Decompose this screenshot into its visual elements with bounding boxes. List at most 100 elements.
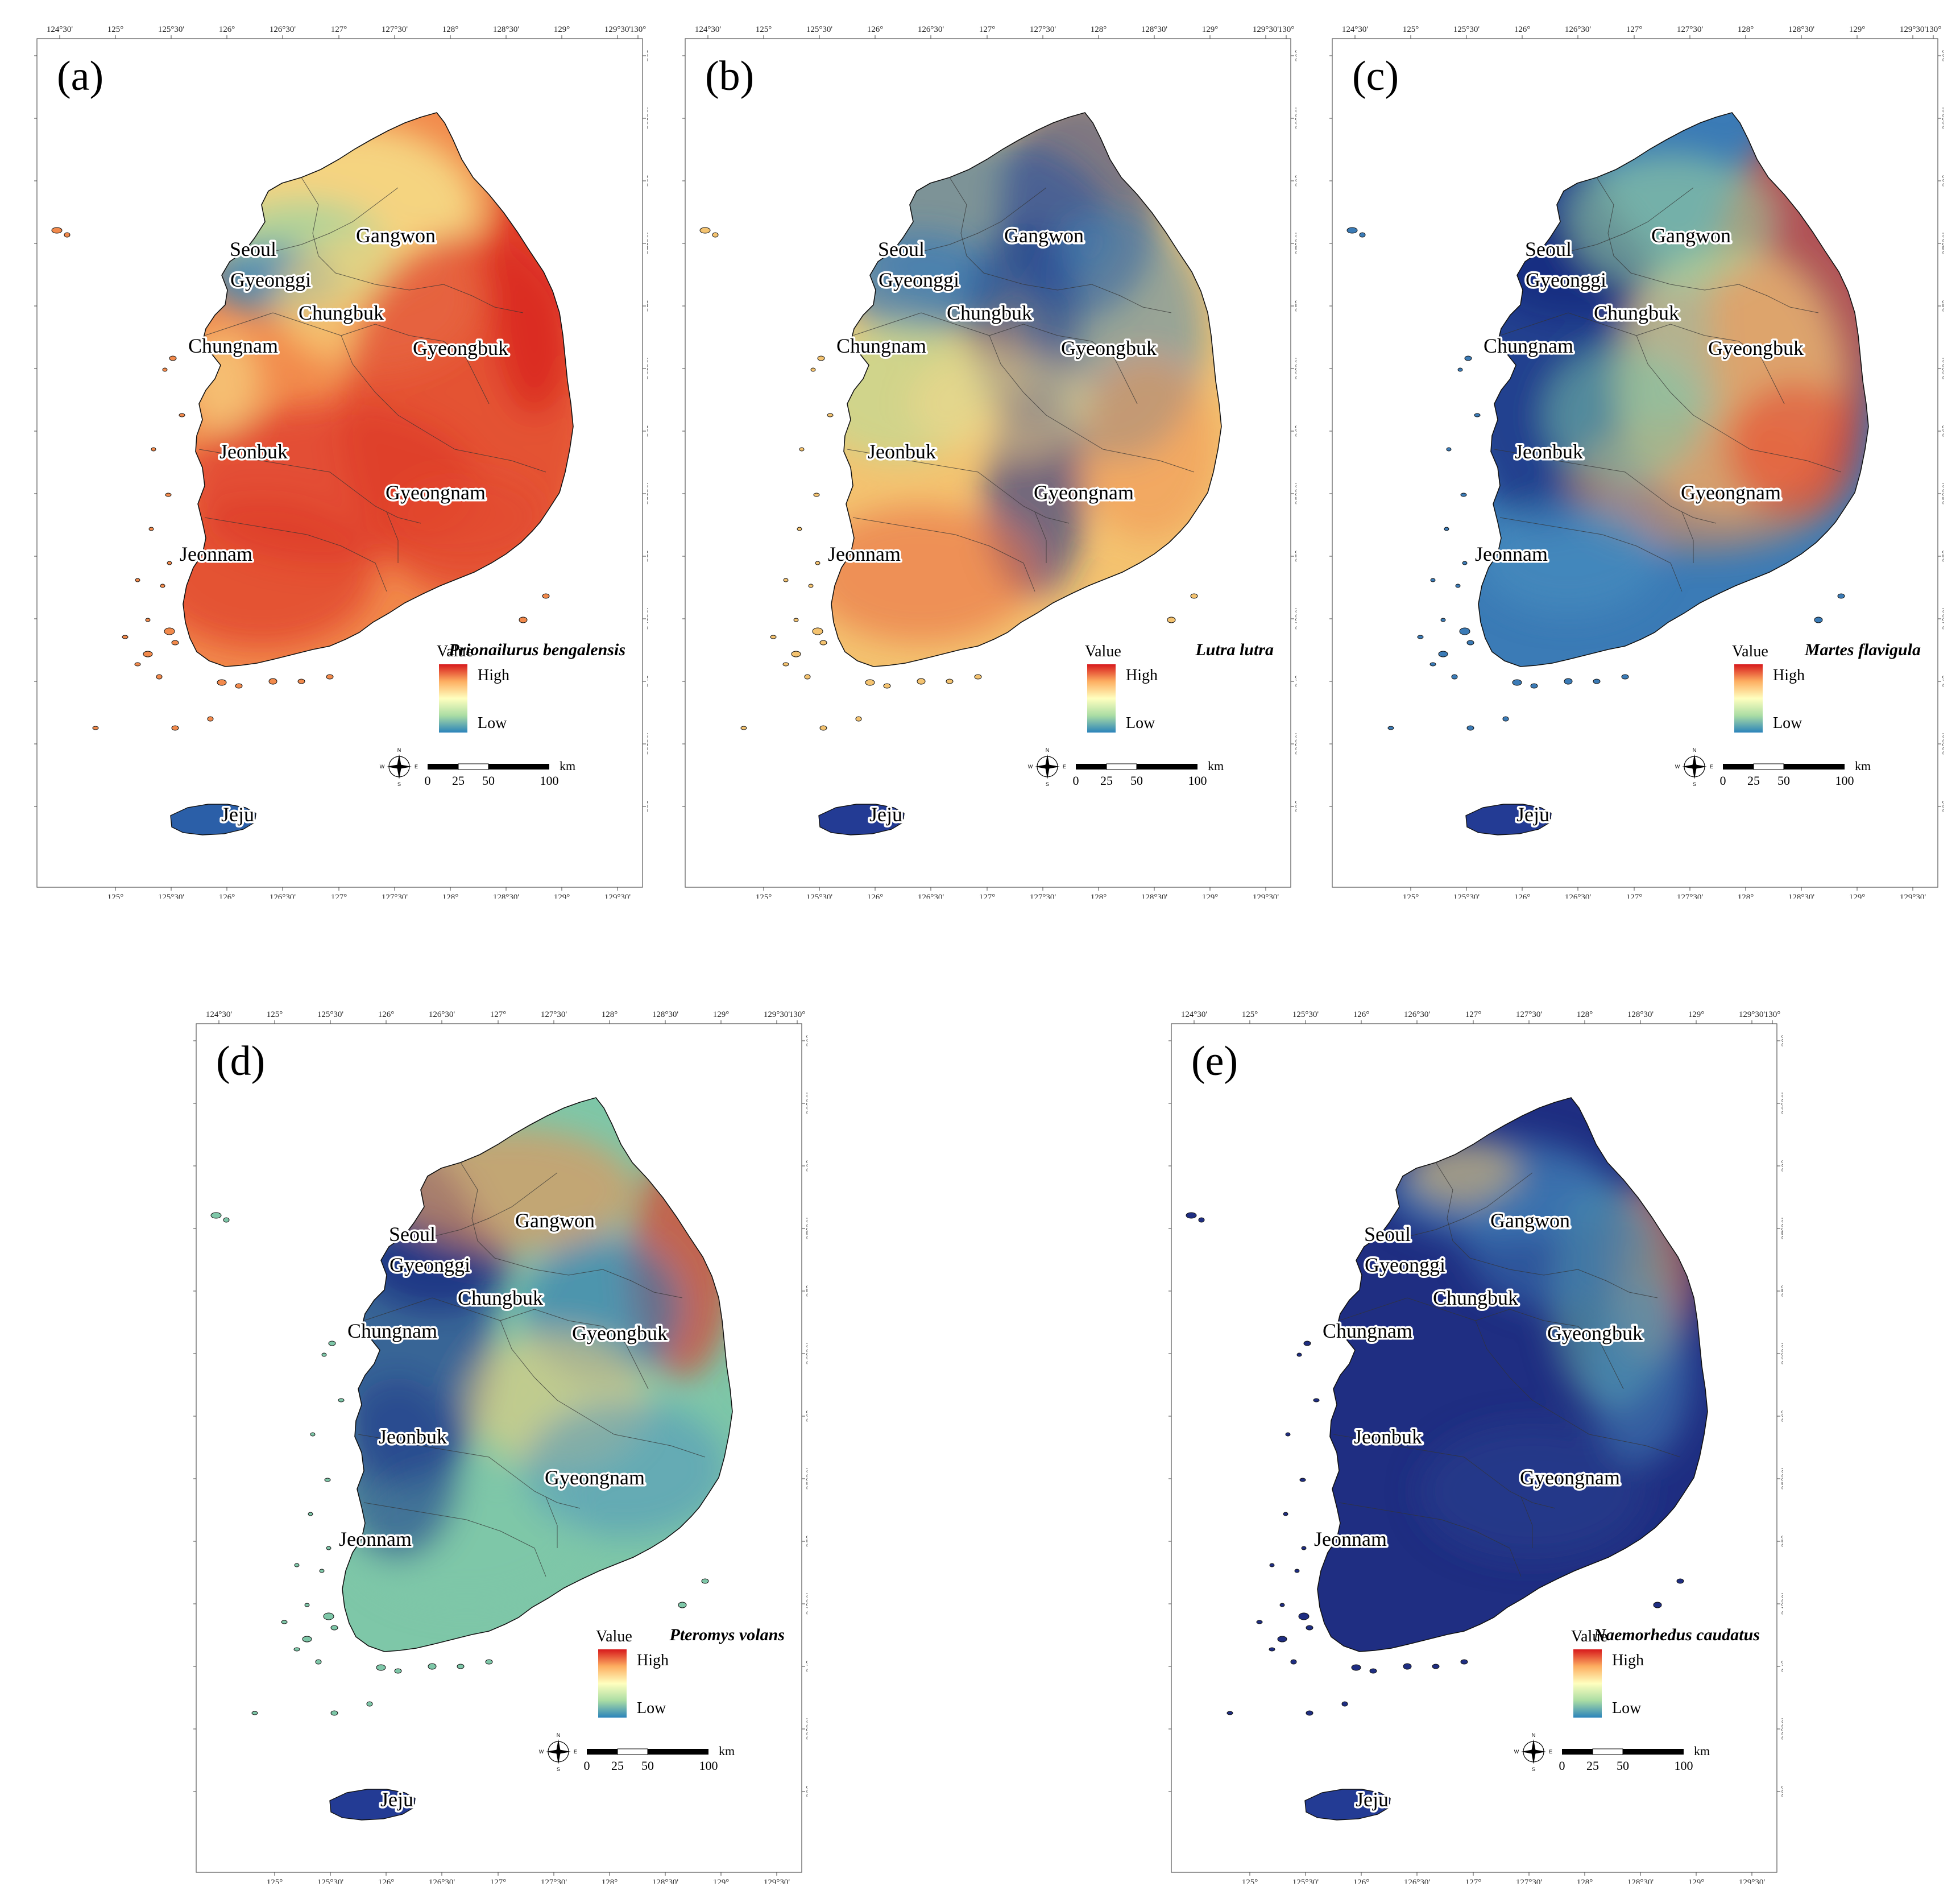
island	[855, 716, 862, 722]
lon-tick-label: 126°	[867, 25, 884, 34]
island	[740, 726, 747, 730]
lon-tick-label: 128°	[1091, 893, 1107, 899]
island	[1457, 367, 1463, 372]
region-label: Gangwon	[515, 1209, 595, 1232]
legend-color-ramp	[598, 1649, 627, 1718]
lon-tick-label: 129°	[1849, 893, 1866, 899]
region-label: Jeonbuk	[1515, 440, 1583, 463]
island	[304, 1603, 310, 1607]
island	[1564, 678, 1573, 685]
region-label: Jeju	[869, 803, 902, 826]
lat-tick-label: 38°	[1294, 175, 1296, 187]
lat-tick-label: 33°	[1941, 801, 1944, 813]
region-label: Seoul	[389, 1223, 436, 1246]
lat-tick-label: 33°	[1294, 801, 1296, 813]
map-frame	[196, 1023, 802, 1873]
island	[793, 618, 799, 622]
species-name: Prionailurus bengalensis	[448, 640, 625, 659]
lat-tick-label: 36°30'	[805, 1342, 807, 1364]
region-label: Gyeongnam	[1034, 481, 1134, 504]
scale-tick-label: 25	[1586, 1759, 1599, 1773]
lat-tick-label: 36°30'	[1780, 1342, 1783, 1364]
region-label: Seoul	[1364, 1223, 1411, 1246]
scale-tick-label: 50	[1130, 773, 1143, 788]
lon-tick-label: 125°	[1403, 893, 1419, 899]
scale-tick-label: 25	[1747, 773, 1760, 788]
region-label: Gangwon	[1651, 224, 1731, 247]
island	[542, 593, 550, 599]
compass-n: N	[1046, 747, 1050, 753]
scale-tick-label: 50	[482, 773, 495, 788]
jeju-island	[1465, 804, 1552, 835]
scale-bar-segment	[587, 1749, 618, 1755]
island	[1444, 527, 1449, 531]
island	[783, 578, 789, 582]
lon-tick-label: 125°	[1403, 25, 1419, 34]
island	[1296, 1352, 1302, 1357]
island	[1303, 1341, 1311, 1346]
island	[819, 725, 827, 731]
lon-tick-label: 127°30'	[1516, 1878, 1542, 1884]
map-panel-d: 124°30' 125° 125°30' 126° 126°30' 127° 127°30'…	[193, 1002, 807, 1884]
province-border	[363, 1297, 706, 1458]
lon-tick-label: 125°	[1242, 1878, 1258, 1884]
region-label: Gangwon	[356, 224, 436, 247]
island	[51, 227, 63, 234]
island	[1464, 355, 1472, 361]
lat-tick-label: 33°30'	[1941, 733, 1944, 755]
compass-w: W	[1028, 764, 1033, 770]
lon-tick-label: 127°	[1465, 1878, 1482, 1884]
province-border	[460, 1162, 683, 1298]
lon-tick-label: 129°30'	[1253, 25, 1279, 34]
lon-tick-label: 126°30'	[1565, 893, 1591, 899]
compass-n: N	[1693, 747, 1697, 753]
lon-tick-label: 128°30'	[1627, 1010, 1654, 1019]
lat-tick-label: 38°	[1941, 175, 1944, 187]
province-border	[847, 449, 1070, 524]
lat-tick-label: 33°30'	[805, 1718, 807, 1740]
lat-tick-label: 35°30'	[805, 1467, 807, 1490]
raster-blobs	[183, 119, 573, 648]
species-name: Naemorhedus caudatus	[1593, 1625, 1760, 1644]
province-border	[545, 1496, 558, 1548]
lat-tick-label: 38°30'	[646, 107, 648, 129]
scale-tick-label: 0	[584, 1759, 590, 1773]
region-label: Jeju	[1356, 1788, 1389, 1811]
region-label: Gyeongbuk	[413, 337, 508, 359]
lat-tick-label: 36°	[1941, 425, 1944, 437]
island	[1277, 1636, 1287, 1643]
island	[1346, 227, 1358, 234]
lat-tick-label: 34°30'	[1780, 1592, 1783, 1615]
lat-tick-label: 38°	[1780, 1160, 1783, 1172]
compass-w: W	[1514, 1749, 1519, 1755]
island	[162, 367, 168, 372]
lon-tick-label: 127°	[490, 1878, 507, 1884]
island	[1283, 1512, 1288, 1516]
map-frame	[36, 38, 643, 888]
region-label: Chungbuk	[458, 1286, 543, 1309]
region-label: Jeonnam	[339, 1528, 412, 1550]
island	[330, 1710, 338, 1716]
island	[151, 447, 156, 452]
island	[1403, 1663, 1412, 1670]
lon-tick-label: 126°	[867, 893, 884, 899]
lon-tick-label: 129°	[1202, 25, 1219, 34]
island	[808, 584, 814, 588]
scale-bar-segment	[428, 764, 458, 770]
lon-tick-label: 126°30'	[270, 25, 296, 34]
island	[281, 1620, 288, 1624]
island	[297, 679, 305, 684]
raster-blob	[910, 353, 1092, 455]
legend-title: Value	[1085, 643, 1121, 660]
lon-tick-label: 125°30'	[317, 1878, 343, 1884]
lat-tick-label: 39°	[1780, 1035, 1783, 1047]
province-border	[403, 1172, 558, 1242]
region-label: Gangwon	[1490, 1209, 1570, 1232]
lat-tick-label: 37°	[805, 1285, 807, 1297]
lon-tick-label: 125°30'	[158, 25, 184, 34]
island	[165, 493, 172, 497]
province-border	[1378, 1172, 1533, 1242]
island	[207, 716, 214, 722]
province-border	[244, 187, 399, 257]
lon-tick-label: 125°	[107, 25, 124, 34]
